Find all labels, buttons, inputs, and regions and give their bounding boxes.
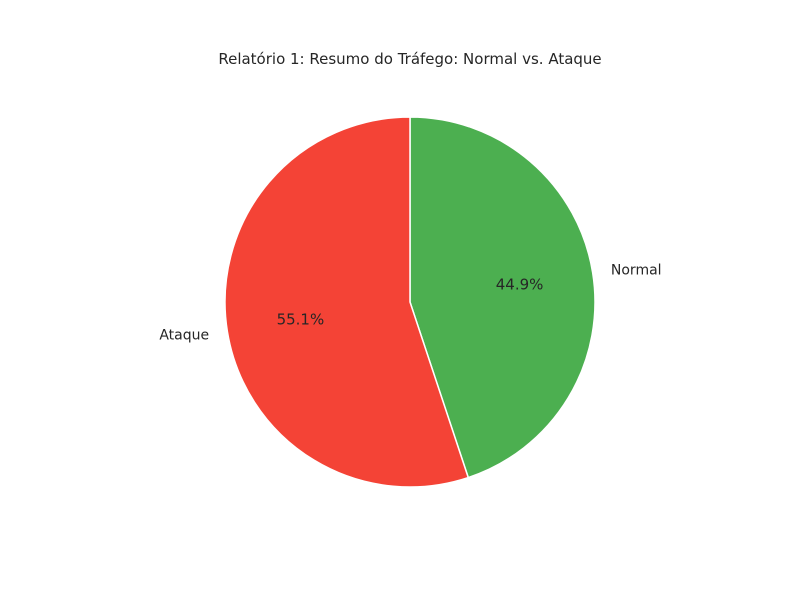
pie-slices xyxy=(224,116,596,488)
chart-title: Relatório 1: Resumo do Tráfego: Normal v… xyxy=(218,50,601,68)
percent-label-ataque: 55.1% xyxy=(277,311,325,329)
slice-label-normal: Normal xyxy=(611,263,662,279)
pie-labels: Normal 44.9% Ataque 55.1% xyxy=(159,263,661,344)
pie-slice-ataque xyxy=(224,116,470,488)
slice-label-ataque: Ataque xyxy=(159,327,209,343)
pie-slice-normal xyxy=(409,116,596,479)
percent-label-normal: 44.9% xyxy=(496,275,544,293)
